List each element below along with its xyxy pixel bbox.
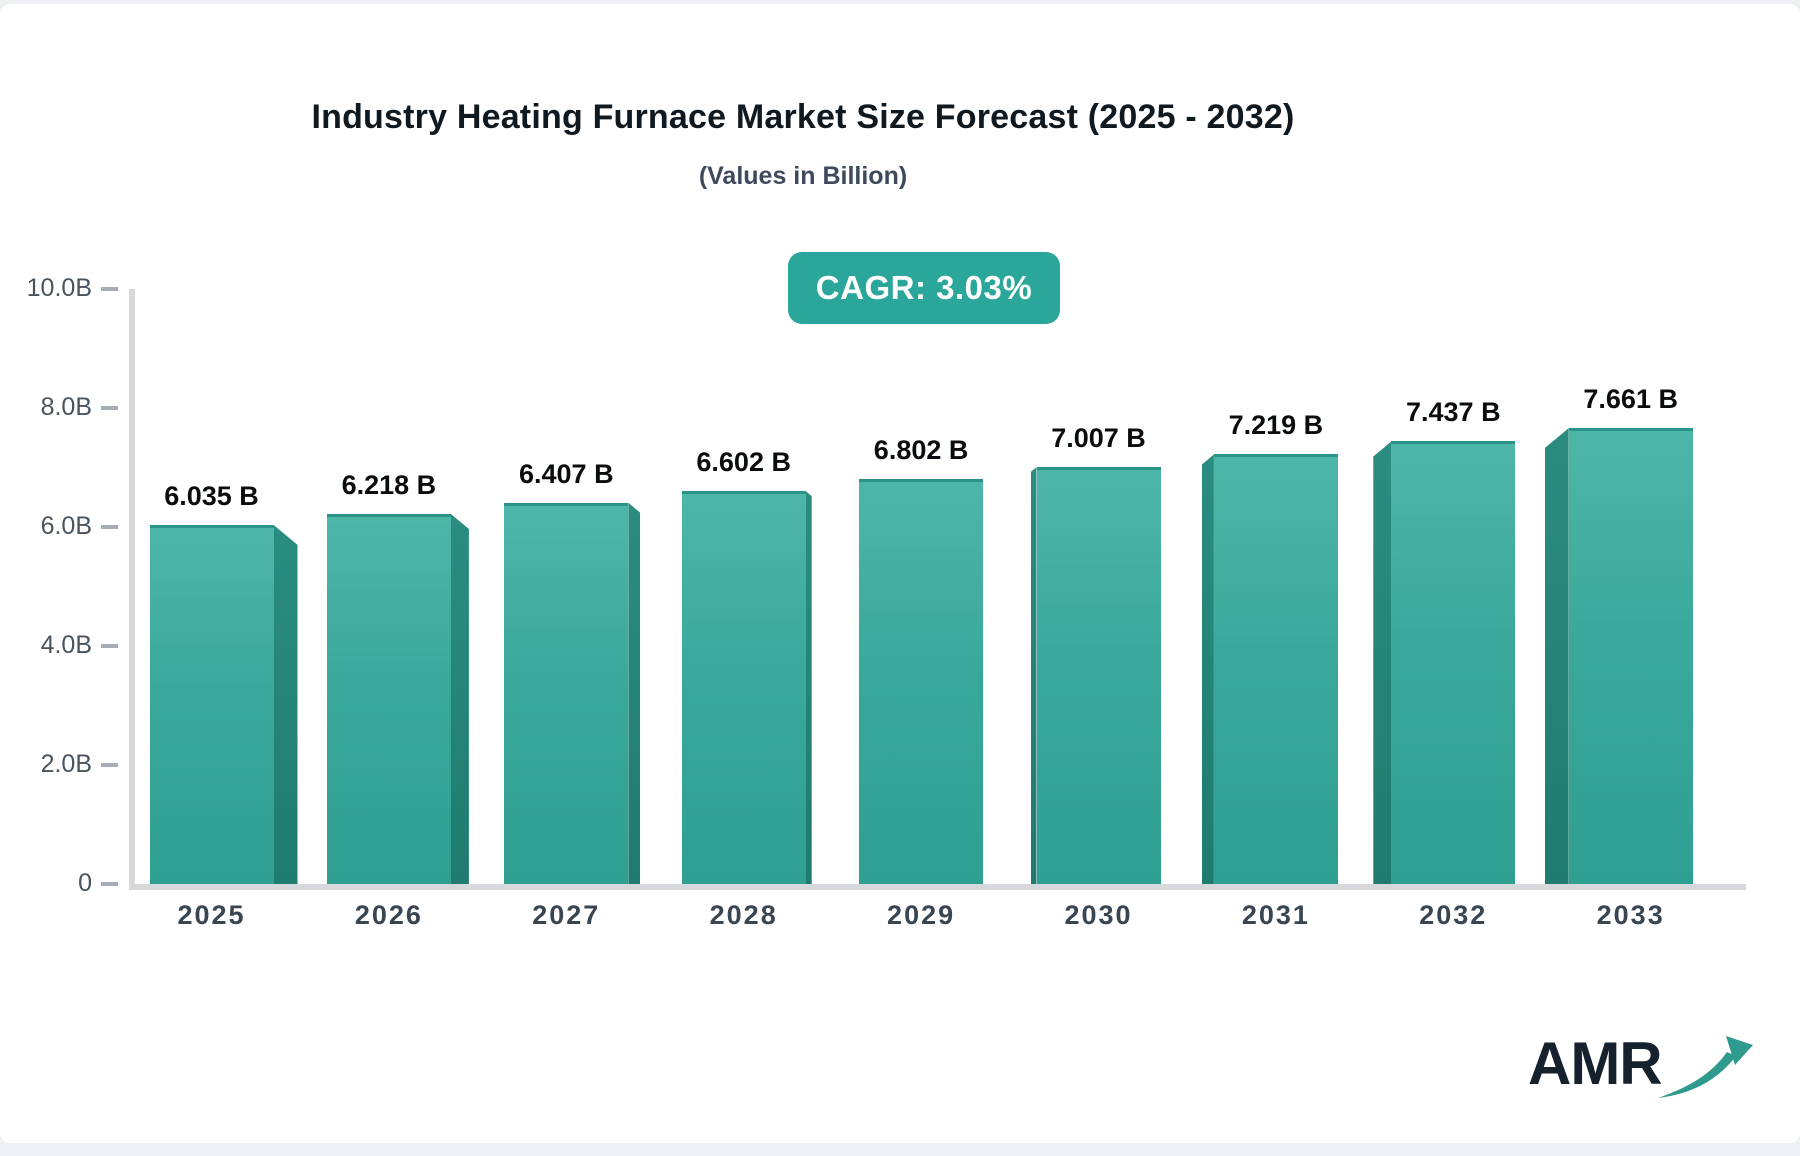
bar-value-label: 7.007 B <box>1051 423 1146 454</box>
bar-value-label: 6.802 B <box>873 435 969 466</box>
y-tick-label: 2.0B <box>40 750 92 778</box>
x-tick-label: 2027 <box>532 900 601 930</box>
growth-arrow-icon <box>1657 1036 1753 1098</box>
bar-value-label: 6.035 B <box>164 480 259 511</box>
amr-logo: AMR <box>1528 1030 1756 1104</box>
chart-subtitle: (Values in Billion) <box>698 162 908 190</box>
bar-2031 <box>1213 454 1338 884</box>
y-axis-line <box>129 289 135 889</box>
y-tick-mark <box>101 644 118 648</box>
bar-2033 <box>1568 428 1693 884</box>
bar-side-face <box>273 524 298 884</box>
y-tick-mark <box>101 525 118 529</box>
bar-side-face <box>805 491 812 884</box>
bar-2028 <box>681 491 806 884</box>
x-tick-label: 2032 <box>1419 900 1488 930</box>
y-tick-mark <box>101 406 118 410</box>
y-tick-label: 8.0B <box>40 393 92 421</box>
chart-title: Industry Heating Furnace Market Size For… <box>311 98 1295 136</box>
bar-2026 <box>326 514 451 884</box>
bar-value-label: 6.602 B <box>696 447 791 478</box>
bar-value-label: 7.219 B <box>1228 410 1324 441</box>
x-tick-label: 2033 <box>1596 900 1665 930</box>
cagr-badge: CAGR: 3.03% <box>788 252 1060 324</box>
bar-value-label: 6.407 B <box>519 458 614 489</box>
bar-side-face <box>450 514 469 884</box>
bar-2025 <box>149 524 274 884</box>
x-tick-label: 2029 <box>887 900 956 930</box>
y-tick-label: 0 <box>78 869 92 897</box>
y-tick-mark <box>101 287 118 291</box>
bar-value-label: 6.218 B <box>341 470 437 501</box>
bar-value-label: 7.437 B <box>1406 397 1501 428</box>
x-tick-label: 2031 <box>1241 900 1310 930</box>
x-tick-label: 2028 <box>709 900 778 930</box>
bar-side-face <box>628 502 641 884</box>
y-tick-mark <box>101 882 118 886</box>
bar-side-face <box>1030 467 1037 884</box>
x-tick-label: 2026 <box>354 900 423 930</box>
y-tick-mark <box>101 763 118 767</box>
x-tick-label: 2030 <box>1064 900 1133 930</box>
y-tick-label: 4.0B <box>40 631 92 659</box>
x-tick-label: 2025 <box>177 900 246 930</box>
amr-logo-text: AMR <box>1528 1030 1663 1097</box>
y-tick-label: 10.0B <box>26 274 92 302</box>
bar-side-face <box>1201 454 1214 884</box>
bar-side-face <box>1544 428 1569 884</box>
bar-2032 <box>1391 441 1516 884</box>
bar-value-label: 7.661 B <box>1583 384 1678 415</box>
x-axis-baseline <box>129 884 1746 890</box>
bar-side-face <box>1373 441 1392 884</box>
y-tick-label: 6.0B <box>40 512 92 540</box>
bar-2029 <box>859 479 984 884</box>
bar-2030 <box>1036 467 1161 884</box>
bar-2027 <box>504 502 629 884</box>
